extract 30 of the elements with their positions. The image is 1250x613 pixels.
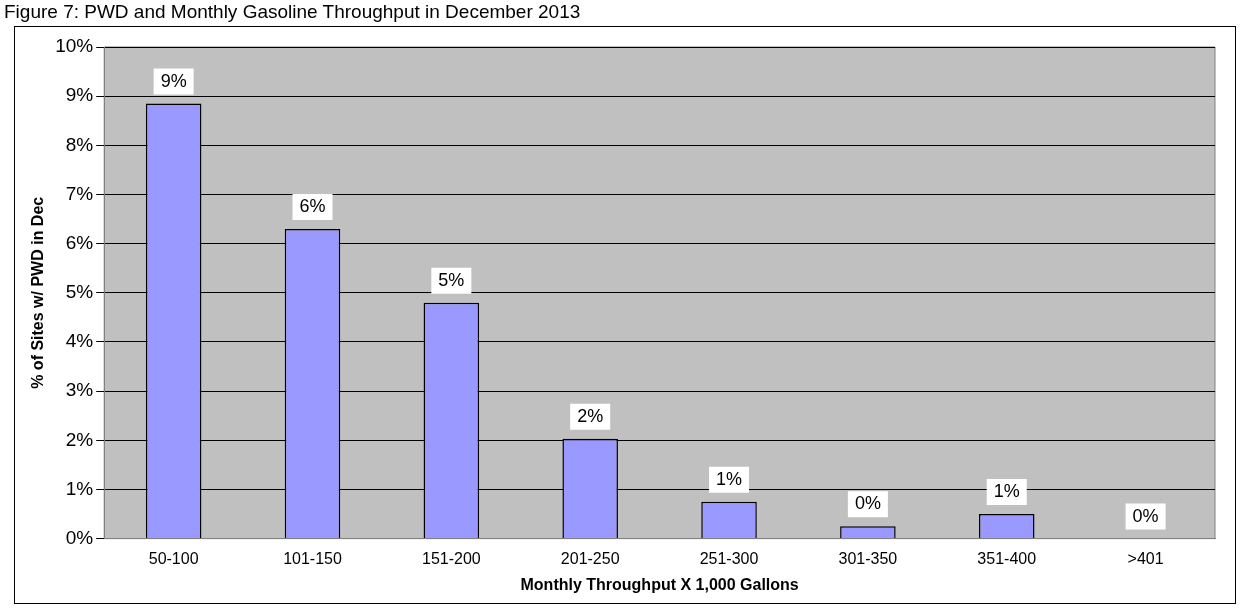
chart-title: Figure 7: PWD and Monthly Gasoline Throughput in December 2013 [3, 0, 582, 24]
x-axis-title: Monthly Throughput X 1,000 Gallons [520, 575, 799, 593]
y-tick-label: 9% [65, 84, 94, 106]
data-label: 9% [160, 70, 187, 91]
y-tick-label: 4% [65, 330, 94, 352]
x-tick-label: 151-200 [421, 549, 481, 567]
x-tick-label: 201-250 [560, 549, 620, 567]
x-tick-label: 301-350 [838, 549, 898, 567]
y-tick-label: 1% [65, 477, 94, 499]
x-tick-label: 101-150 [283, 549, 342, 567]
data-label: 1% [993, 480, 1020, 501]
data-label: 0% [854, 493, 881, 514]
y-tick-label: 7% [65, 182, 94, 204]
y-tick-label: 3% [65, 379, 94, 401]
x-tick-label: 50-100 [148, 549, 199, 567]
y-tick-label: 6% [65, 231, 94, 253]
x-tick-label: 251-300 [699, 549, 759, 567]
y-tick-label: 0% [65, 526, 94, 548]
x-tick-label: >401 [1127, 549, 1164, 567]
y-axis-title: % of Sites w/ PWD in Dec [29, 196, 47, 389]
y-tick-label: 10% [55, 35, 94, 57]
data-label: 2% [577, 405, 604, 426]
y-tick-label: 8% [65, 133, 94, 155]
data-label: 0% [1132, 505, 1159, 526]
x-tick-label: 351-400 [977, 549, 1037, 567]
data-label: 6% [299, 195, 326, 216]
data-label: 5% [438, 269, 465, 290]
y-tick-label: 5% [65, 281, 94, 303]
data-label: 1% [716, 468, 743, 489]
y-tick-label: 2% [65, 428, 94, 450]
